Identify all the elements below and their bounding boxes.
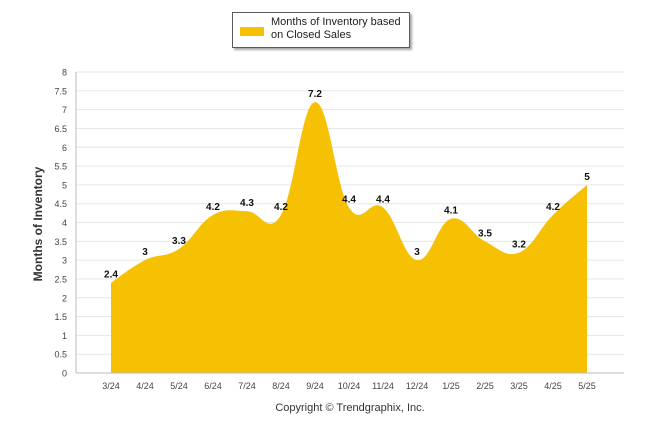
y-tick-label: 7 [62,105,67,115]
y-tick-label: 7.5 [54,86,67,96]
data-label: 7.2 [308,89,322,100]
x-tick-label: 2/25 [476,381,494,391]
area-fill [111,102,587,373]
copyright-text: Copyright © Trendgraphix, Inc. [275,402,425,414]
data-label: 3.5 [478,228,492,239]
x-tick-label: 12/24 [406,381,429,391]
y-tick-label: 1.5 [54,312,67,322]
x-tick-label: 3/24 [102,381,120,391]
x-tick-label: 10/24 [338,381,361,391]
y-tick-label: 3 [62,256,67,266]
x-tick-label: 6/24 [204,381,222,391]
y-tick-label: 5.5 [54,162,67,172]
y-tick-labels: 0 0.5 1 1.5 2 2.5 3 3.5 4 4.5 5 5.5 6 6.5 7 7.5 8 [54,68,67,379]
x-tick-label: 1/25 [442,381,460,391]
y-tick-label: 4.5 [54,199,67,209]
data-label: 4.4 [376,194,390,205]
data-label: 3.3 [172,236,186,247]
x-tick-label: 8/24 [272,381,290,391]
y-tick-label: 1 [62,331,67,341]
y-tick-label: 4 [62,218,67,228]
y-tick-label: 6.5 [54,124,67,134]
data-label: 3 [142,247,148,258]
x-tick-label: 9/24 [306,381,324,391]
data-label: 3 [414,247,420,258]
data-label: 4.2 [206,202,220,213]
y-axis-title: Months of Inventory [31,166,45,282]
y-tick-label: 2.5 [54,274,67,284]
y-tick-label: 0 [62,369,67,379]
y-tick-label: 2 [62,293,67,303]
data-label: 5 [584,172,590,183]
x-tick-label: 5/24 [170,381,188,391]
x-tick-label: 4/25 [544,381,562,391]
x-tick-label: 5/25 [578,381,596,391]
y-tick-label: 6 [62,143,67,153]
data-label: 2.4 [104,270,118,281]
x-tick-labels: 3/24 4/24 5/24 6/24 7/24 8/24 9/24 10/24 11/24 12… [102,381,596,391]
y-tick-label: 0.5 [54,350,67,360]
x-tick-label: 11/24 [372,381,394,391]
data-label: 4.2 [274,202,288,213]
x-tick-label: 3/25 [510,381,528,391]
data-label: 4.4 [342,194,356,205]
data-labels: 2.4 3 3.3 4.2 4.3 4.2 7.2 4.4 4.4 3 4.1 3.5 3.2 4.2 5 [104,89,590,281]
legend-swatch [240,27,264,36]
y-tick-label: 5 [62,180,67,190]
legend: Months of Inventory based on Closed Sale… [232,12,410,48]
y-tick-label: 8 [62,68,67,78]
axes [75,72,624,374]
data-label: 3.2 [512,240,526,251]
area-series [111,102,587,373]
legend-label: Months of Inventory based on Closed Sale… [271,16,401,41]
data-label: 4.2 [546,202,560,213]
y-tick-label: 3.5 [54,237,67,247]
x-tick-label: 7/24 [238,381,256,391]
data-label: 4.3 [240,198,254,209]
x-tick-label: 4/24 [136,381,154,391]
data-label: 4.1 [444,206,458,217]
